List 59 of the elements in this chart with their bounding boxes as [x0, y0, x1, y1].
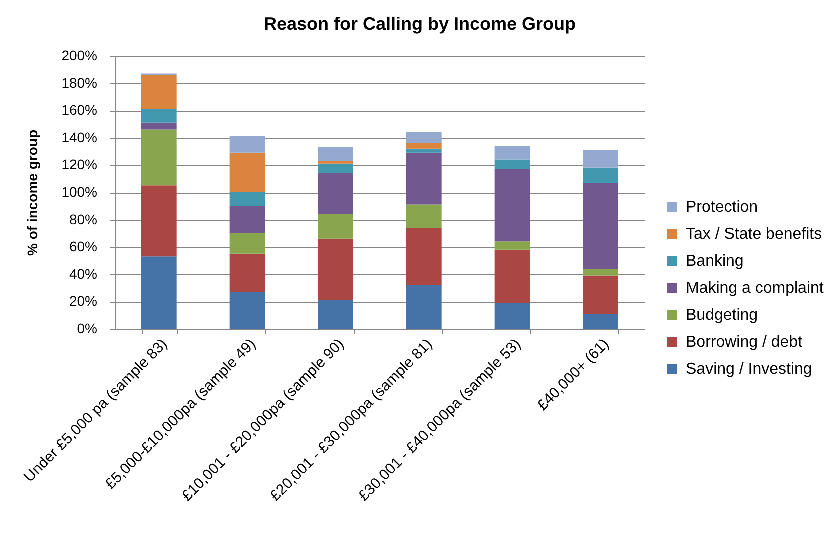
bar — [142, 109, 177, 123]
bar — [583, 150, 618, 168]
bar — [230, 192, 266, 206]
chart-title: Reason for Calling by Income Group — [264, 14, 576, 34]
legend-label: Saving / Investing — [686, 361, 812, 378]
legend-label: Banking — [686, 253, 744, 270]
bar — [406, 143, 442, 149]
bar — [318, 147, 354, 162]
y-tick-label: 40% — [69, 266, 98, 282]
bar — [494, 160, 530, 170]
bar — [142, 130, 177, 186]
bar — [583, 268, 618, 276]
y-tick-label: 80% — [69, 211, 98, 228]
legend-label: Borrowing / debt — [686, 334, 804, 351]
y-tick-label: 20% — [69, 293, 98, 310]
y-tick-label: 120% — [62, 156, 98, 173]
bar — [318, 164, 354, 174]
bar — [406, 132, 442, 144]
y-tick-label: 60% — [69, 238, 98, 255]
bar — [494, 242, 530, 250]
y-axis-title: % of income group — [24, 130, 41, 256]
legend-label: Tax / State benefits — [686, 226, 822, 243]
bar — [583, 276, 618, 314]
bar — [583, 314, 618, 329]
y-tick-label: 200% — [62, 48, 98, 64]
bar — [318, 173, 354, 214]
y-tick-label: 180% — [62, 74, 98, 91]
y-tick-label: 140% — [62, 129, 98, 146]
legend-label: Budgeting — [686, 307, 758, 324]
legend-label: Making a complaint — [686, 280, 824, 297]
bar — [142, 256, 177, 329]
bar — [318, 214, 354, 239]
bar — [230, 254, 266, 292]
bar — [494, 169, 530, 242]
bar — [230, 136, 266, 153]
bar — [230, 152, 266, 192]
bar — [494, 146, 530, 160]
bar — [406, 152, 442, 205]
bar — [406, 285, 442, 329]
y-tick-label: 160% — [62, 102, 98, 118]
bar — [406, 204, 442, 228]
bar — [318, 300, 354, 329]
bar — [318, 238, 354, 300]
y-tick-label: 0% — [77, 320, 98, 336]
bar — [142, 186, 177, 257]
bar — [142, 75, 177, 110]
y-tick-label: 100% — [62, 184, 98, 200]
bar — [230, 206, 266, 234]
bar — [494, 303, 530, 329]
bar — [318, 161, 354, 164]
bar — [406, 228, 442, 286]
bar — [142, 122, 177, 130]
bar — [230, 233, 266, 254]
bar — [583, 168, 618, 183]
bar — [583, 182, 618, 269]
bar — [494, 250, 530, 304]
bar — [230, 292, 266, 329]
bar — [406, 148, 442, 153]
legend-label: Protection — [686, 199, 758, 216]
